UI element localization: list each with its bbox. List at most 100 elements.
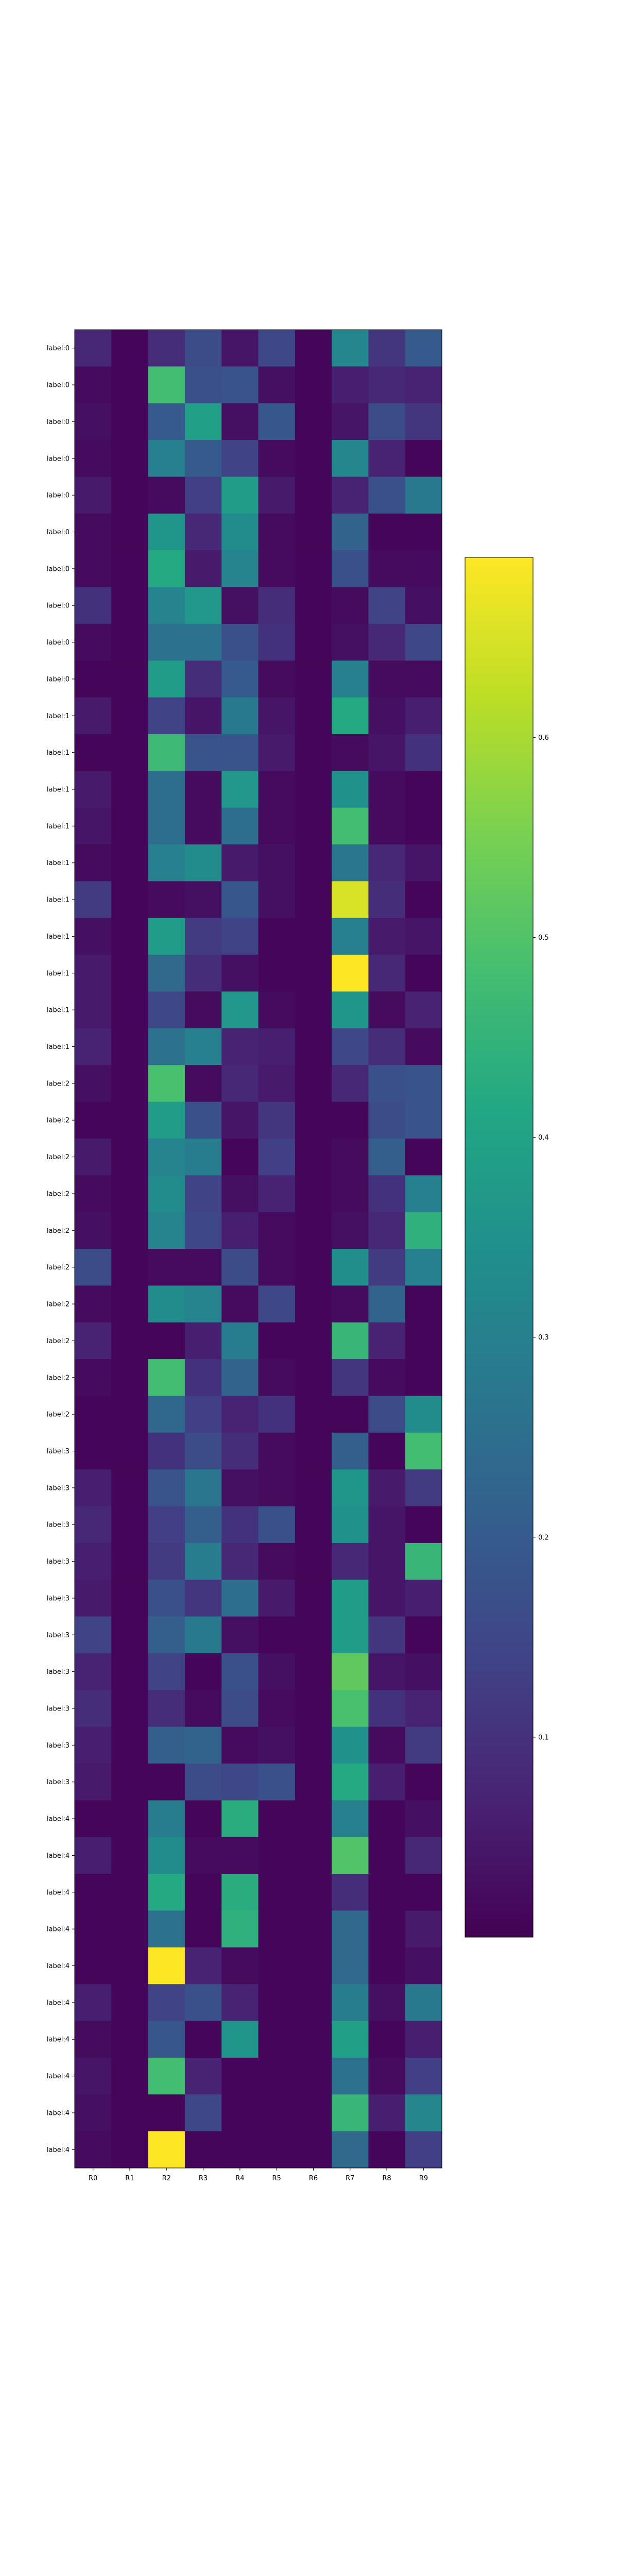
heatmap-cell [148, 623, 185, 661]
heatmap-cell [258, 1101, 296, 1139]
heatmap-cell [258, 1028, 296, 1065]
heatmap-cell [332, 1322, 369, 1360]
heatmap-cell [111, 2021, 149, 2058]
heatmap-cell [295, 844, 332, 882]
heatmap-cell [148, 697, 185, 735]
heatmap-cell [221, 1138, 259, 1176]
heatmap-cell [75, 1506, 112, 1544]
heatmap-cell [148, 1028, 185, 1065]
heatmap-cell [111, 991, 149, 1029]
heatmap-cell [295, 918, 332, 955]
heatmap-cell [368, 1432, 406, 1470]
heatmap-cell [405, 697, 442, 735]
heatmap-cell [111, 1984, 149, 2022]
y-tick-label: label:1 [47, 786, 70, 794]
heatmap-cell [221, 477, 259, 514]
heatmap-cell [258, 1690, 296, 1727]
y-tick-label: label:1 [47, 970, 70, 977]
heatmap-cell [221, 1726, 259, 1764]
heatmap-cell [221, 1396, 259, 1433]
heatmap-cell [405, 991, 442, 1029]
heatmap-cell [75, 1322, 112, 1360]
heatmap-cell [148, 881, 185, 919]
heatmap-cell [405, 1947, 442, 1985]
heatmap-cell [184, 1543, 222, 1580]
heatmap-cell [405, 1175, 442, 1213]
heatmap-cell [221, 1359, 259, 1397]
heatmap-cell [148, 1726, 185, 1764]
heatmap-cell [295, 2021, 332, 2058]
heatmap-cell [295, 550, 332, 588]
heatmap-cell [368, 660, 406, 698]
heatmap-cell [258, 697, 296, 735]
x-tick-label: R7 [346, 2175, 354, 2182]
heatmap-cell [111, 955, 149, 992]
heatmap-cell [184, 807, 222, 845]
heatmap-cell [148, 440, 185, 478]
heatmap-cell [368, 1396, 406, 1433]
heatmap-cell [368, 918, 406, 955]
heatmap-cell [75, 1101, 112, 1139]
heatmap-cell [405, 918, 442, 955]
heatmap-cell [148, 1285, 185, 1323]
heatmap-cell [221, 1065, 259, 1103]
heatmap-cell [148, 2094, 185, 2132]
heatmap-cell [332, 1506, 369, 1544]
heatmap-cell [148, 1396, 185, 1433]
heatmap-cell [295, 771, 332, 808]
heatmap-cell [405, 1580, 442, 1617]
heatmap-cell [184, 1506, 222, 1544]
y-tick-label: label:4 [47, 2073, 70, 2080]
heatmap-cell [332, 2094, 369, 2132]
y-tick-label: label:3 [47, 1521, 70, 1529]
heatmap-cell [258, 771, 296, 808]
heatmap-cell [111, 1690, 149, 1727]
heatmap-cell [332, 1138, 369, 1176]
x-tick-label: R5 [272, 2175, 281, 2182]
heatmap-cell [368, 477, 406, 514]
heatmap-cell [405, 1212, 442, 1249]
y-tick-label: label:2 [47, 1264, 70, 1272]
y-tick-label: label:3 [47, 1558, 70, 1566]
heatmap-cell [111, 330, 149, 367]
heatmap-cell [332, 1212, 369, 1249]
heatmap-cell [148, 1616, 185, 1654]
heatmap-cell [332, 881, 369, 919]
heatmap-cell [111, 1396, 149, 1433]
heatmap-cell [221, 1800, 259, 1838]
heatmap-cell [295, 366, 332, 404]
heatmap-cell [148, 1506, 185, 1544]
y-tick-label: label:4 [47, 1816, 70, 1823]
heatmap-cell [184, 1285, 222, 1323]
heatmap-cell [295, 881, 332, 919]
y-tick-label: label:2 [47, 1080, 70, 1088]
heatmap-cell [405, 623, 442, 661]
heatmap-cell [258, 366, 296, 404]
heatmap-cell [184, 1800, 222, 1838]
y-tick-label: label:4 [47, 1999, 70, 2007]
heatmap-cell [75, 1800, 112, 1838]
heatmap-cell [405, 2131, 442, 2168]
colorbar-ticks: 0.1 0.2 0.3 0.4 0.5 0.6 [533, 734, 549, 1741]
heatmap-cell [405, 513, 442, 551]
heatmap-cell [295, 2057, 332, 2095]
heatmap-cell [295, 330, 332, 367]
heatmap-cell [368, 807, 406, 845]
heatmap-cell [332, 1028, 369, 1065]
heatmap-cell [148, 1322, 185, 1360]
heatmap-cell [295, 1837, 332, 1874]
heatmap-cell [405, 1101, 442, 1139]
heatmap-cell [221, 1580, 259, 1617]
heatmap-cell [221, 2094, 259, 2132]
heatmap-cell [75, 1138, 112, 1176]
heatmap-cell [332, 1910, 369, 1948]
heatmap-cell [295, 1984, 332, 2022]
y-tick-label: label:0 [47, 529, 70, 536]
heatmap-cell [368, 587, 406, 624]
heatmap-cell [332, 1690, 369, 1727]
heatmap-cell [405, 1249, 442, 1286]
heatmap-cell [295, 697, 332, 735]
heatmap-cell [258, 623, 296, 661]
heatmap-cell [368, 1285, 406, 1323]
heatmap-cell [148, 1432, 185, 1470]
